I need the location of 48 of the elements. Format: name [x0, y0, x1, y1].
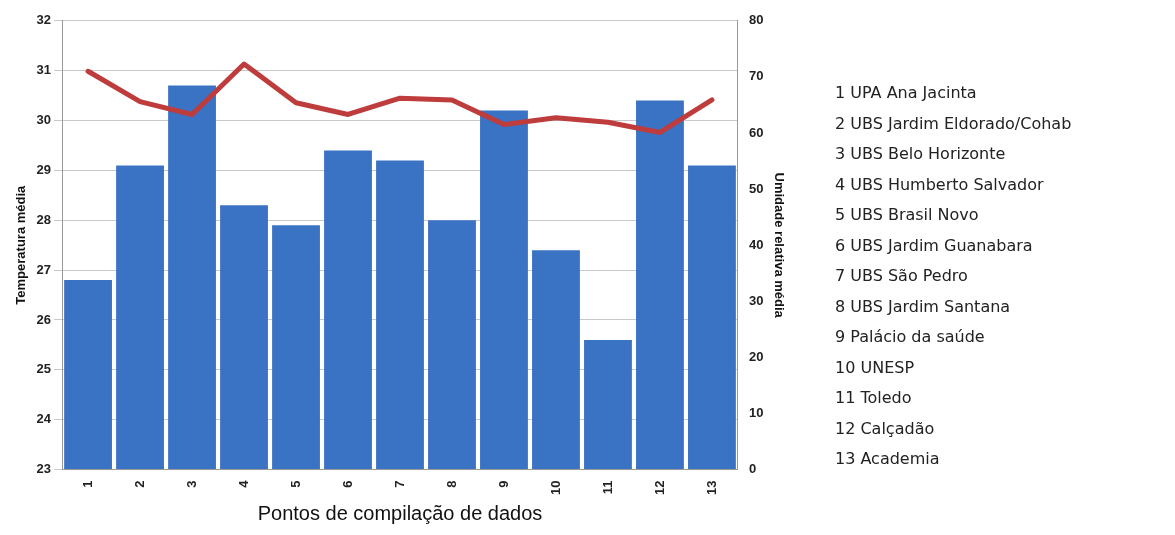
text: 8 UBS Jardim Santana: [835, 295, 1012, 318]
text: 10 UNESP: [835, 356, 916, 379]
y-tick-label: 23: [36, 461, 52, 477]
x-tick-label: 12: [651, 480, 667, 496]
y2-tick-label: 10: [748, 405, 764, 421]
x-tick-label: 2: [131, 480, 147, 488]
text: 3 UBS Belo Horizonte: [835, 143, 1007, 165]
y-axis-title: Temperatura média: [13, 184, 29, 305]
y2-tick-label: 60: [748, 124, 764, 140]
y-tick-label: 25: [36, 361, 52, 377]
y-tick-label: 24: [36, 411, 52, 427]
y2-tick-label: 30: [748, 292, 764, 308]
x-tick-label: 10: [547, 480, 563, 496]
y2-tick-label: 50: [748, 180, 764, 196]
x-tick-label: 1: [79, 480, 95, 488]
x-tick-label: 7: [391, 480, 407, 488]
y2-tick-label: 20: [748, 348, 764, 364]
x-tick-label: 4: [235, 479, 251, 488]
text: 7 UBS São Pedro: [835, 265, 969, 287]
y-tick-label: 29: [36, 161, 52, 177]
x-tick-label: 5: [287, 480, 303, 488]
x-tick-label: 6: [339, 480, 355, 488]
y2-tick-label: 70: [748, 68, 764, 84]
y-tick-label: 32: [36, 12, 52, 28]
x-tick-label: 11: [599, 480, 615, 495]
text: 11 Toledo: [835, 387, 913, 409]
text: 5 UBS Brasil Novo: [835, 204, 980, 226]
x-tick-label: 9: [495, 480, 511, 488]
x-tick-label: 8: [443, 480, 459, 488]
text: 6 UBS Jardim Guanabara: [835, 234, 1034, 257]
y-tick-label: 27: [36, 261, 52, 277]
text: 13 Academia: [835, 448, 941, 470]
y-tick-label: 31: [36, 62, 52, 78]
y2-tick-label: 80: [748, 12, 764, 28]
x-axis-title: Pontos de compilação de dados: [257, 501, 543, 524]
text: 1 UPA Ana Jacinta: [835, 82, 978, 104]
y-tick-label: 28: [36, 211, 52, 227]
y-tick-label: 30: [36, 112, 52, 128]
x-tick-label: 3: [183, 480, 199, 488]
y2-axis-title: Umidade relativa média: [771, 172, 787, 319]
text: 9 Palácio da saúde: [835, 326, 986, 348]
text: 2 UBS Jardim Eldorado/Cohab: [835, 112, 1072, 135]
text: 4 UBS Humberto Salvador: [835, 173, 1045, 196]
x-tick-label: 13: [703, 480, 719, 496]
y2-tick-label: 40: [748, 236, 764, 252]
y2-tick-label: 0: [748, 461, 757, 477]
y-tick-label: 26: [36, 311, 52, 327]
text: 12 Calçadão: [835, 417, 936, 440]
